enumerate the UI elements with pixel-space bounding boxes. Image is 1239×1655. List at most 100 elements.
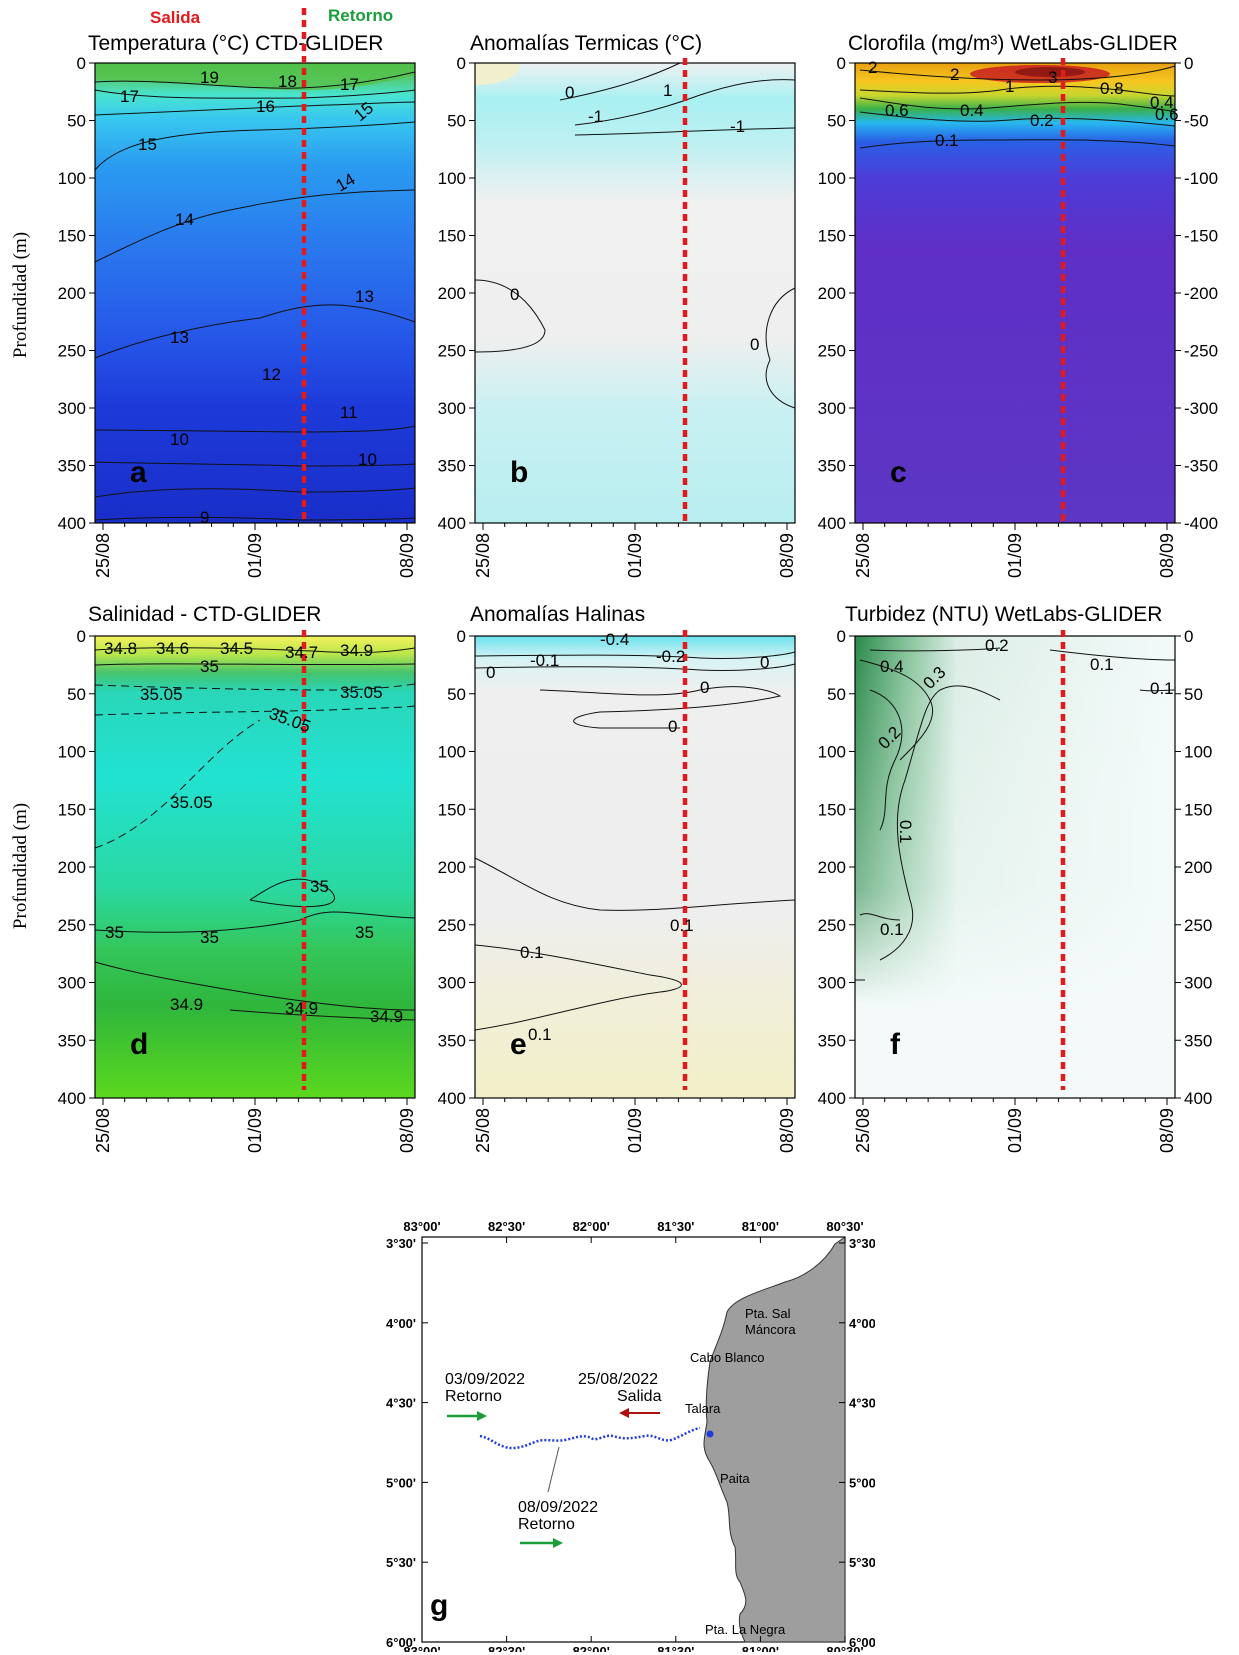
contour-label: 0 xyxy=(565,83,574,102)
map-lon-label-bottom: 80°30' xyxy=(826,1644,863,1652)
panel-c-contours xyxy=(859,65,1176,149)
y-tick-label: 400 xyxy=(58,1089,86,1108)
y-tick-label: 50 xyxy=(447,112,466,131)
y-tick-label-right: -250 xyxy=(1184,342,1218,361)
panel-a-field xyxy=(95,63,415,523)
map-lat-label-left: 6°00' xyxy=(386,1635,416,1650)
y-tick-label: 400 xyxy=(438,1089,466,1108)
panel-a-title: Temperatura (°C) CTD-GLIDER xyxy=(88,32,384,55)
ylabel-bottom: Profundidad (m) xyxy=(10,803,31,929)
map-axes: 83°00' 83°00' 82°30' 82°30' 82°00' 82°00' 81°3… xyxy=(386,1222,875,1652)
x-tick-label: 01/09 xyxy=(245,1108,265,1153)
contour-label: 0.1 xyxy=(528,1025,552,1044)
contour-label: 9 xyxy=(200,508,209,527)
panel-d xyxy=(94,635,416,1099)
y-tick-label: 250 xyxy=(58,916,86,935)
contour-label: 0.1 xyxy=(520,943,544,962)
map-lat-label-right: 4°00' xyxy=(849,1316,875,1331)
place-mancora: Máncora xyxy=(745,1322,796,1337)
x-tick-label: 25/08 xyxy=(853,1108,873,1153)
y-tick-label-right: -150 xyxy=(1184,227,1218,246)
y-tick-label-right: -50 xyxy=(1184,112,1209,131)
y-tick-label-right: -400 xyxy=(1184,514,1218,533)
x-tick-label: 08/09 xyxy=(397,533,417,578)
x-tick-label: 08/09 xyxy=(777,533,797,578)
map-lon-label-top: 81°30' xyxy=(657,1222,694,1234)
map-lat-label-left: 5°30' xyxy=(386,1555,416,1570)
contour-label: 34.9 xyxy=(170,995,203,1014)
y-tick-label-right: 250 xyxy=(1184,916,1212,935)
contour-label: -1 xyxy=(730,117,745,136)
contour-label: 0.8 xyxy=(1100,79,1124,98)
panel-a-contours xyxy=(94,71,416,521)
place-pta-sal: Pta. Sal xyxy=(745,1306,791,1321)
contour-label: 34.9 xyxy=(340,641,373,660)
place-pta-la-negra: Pta. La Negra xyxy=(705,1622,786,1637)
contour-label: 35 xyxy=(355,923,374,942)
contour-label: 17 xyxy=(340,75,359,94)
annot-retorno1-label: Retorno xyxy=(445,1388,502,1405)
contour-label: 34.7 xyxy=(285,643,318,662)
panel-letter-d: d xyxy=(130,1028,148,1061)
contour-label: 18 xyxy=(278,72,297,91)
x-tick-label: 08/09 xyxy=(397,1108,417,1153)
x-tick-label: 08/09 xyxy=(1157,533,1177,578)
y-tick-label: 300 xyxy=(818,974,846,993)
panel-c xyxy=(854,62,1176,524)
panel-c-field xyxy=(855,63,1175,523)
contour-label: 0 xyxy=(750,335,759,354)
map-places: Pta. Sal Máncora Cabo Blanco Talara Pait… xyxy=(685,1306,796,1637)
contour-label: 2 xyxy=(950,65,959,84)
x-tick-label: 01/09 xyxy=(625,1108,645,1153)
y-tick-label-right: 100 xyxy=(1184,743,1212,762)
y-tick-label: 400 xyxy=(818,514,846,533)
panel-letter-f: f xyxy=(890,1028,901,1061)
contour-label: 0.1 xyxy=(896,820,915,844)
map-annotations: 03/09/2022 Retorno 25/08/2022 Salida 08/… xyxy=(445,1371,662,1533)
map-land xyxy=(703,1236,846,1643)
y-tick-label-right: 200 xyxy=(1184,858,1212,877)
y-tick-label-right: -350 xyxy=(1184,457,1218,476)
ylabel-top: Profundidad (m) xyxy=(10,232,31,358)
contour-label: 10 xyxy=(170,430,189,449)
panel-e xyxy=(474,635,796,1099)
contour-label: 0 xyxy=(760,653,769,672)
y-tick-label-right: 350 xyxy=(1184,1031,1212,1050)
y-tick-label: 0 xyxy=(77,54,86,73)
y-tick-label: 50 xyxy=(827,685,846,704)
y-tick-label: 200 xyxy=(818,858,846,877)
place-talara: Talara xyxy=(685,1401,721,1416)
y-tick-label: 350 xyxy=(818,1031,846,1050)
y-tick-label: 300 xyxy=(58,974,86,993)
y-tick-label: 0 xyxy=(457,627,466,646)
contour-label: 0.6 xyxy=(1155,105,1179,124)
map-lat-label-right: 4°30' xyxy=(849,1396,875,1411)
y-tick-label: 100 xyxy=(58,743,86,762)
y-tick-label: 400 xyxy=(818,1089,846,1108)
y-tick-label: 0 xyxy=(77,627,86,646)
annot-retorno1-date: 03/09/2022 xyxy=(445,1371,525,1388)
y-tick-label: 100 xyxy=(818,169,846,188)
y-tick-label: 400 xyxy=(58,514,86,533)
map-letter-g: g xyxy=(430,1589,448,1622)
contour-label: 0.1 xyxy=(670,916,694,935)
y-tick-label-right: 50 xyxy=(1184,685,1203,704)
contour-label: 34.6 xyxy=(156,639,189,658)
contour-label: -1 xyxy=(588,107,603,126)
panel-e-title: Anomalías Halinas xyxy=(470,603,646,626)
map-lon-label-bottom: 82°00' xyxy=(573,1644,610,1652)
contour-label: 35 xyxy=(105,923,124,942)
contour-label: 0.1 xyxy=(1150,679,1174,698)
x-tick-label: 01/09 xyxy=(245,533,265,578)
contour-label: -0.1 xyxy=(530,651,559,670)
panel-b-title: Anomalías Termicas (°C) xyxy=(470,32,703,55)
map-lon-label-bottom: 82°30' xyxy=(488,1644,525,1652)
contour-label: 13 xyxy=(355,287,374,306)
y-tick-label-right: 150 xyxy=(1184,800,1212,819)
map-lon-label-top: 82°00' xyxy=(573,1222,610,1234)
contour-label: 13 xyxy=(170,328,189,347)
y-tick-label: 0 xyxy=(837,627,846,646)
panel-letter-e: e xyxy=(510,1028,527,1061)
panel-letter-a: a xyxy=(130,456,147,489)
